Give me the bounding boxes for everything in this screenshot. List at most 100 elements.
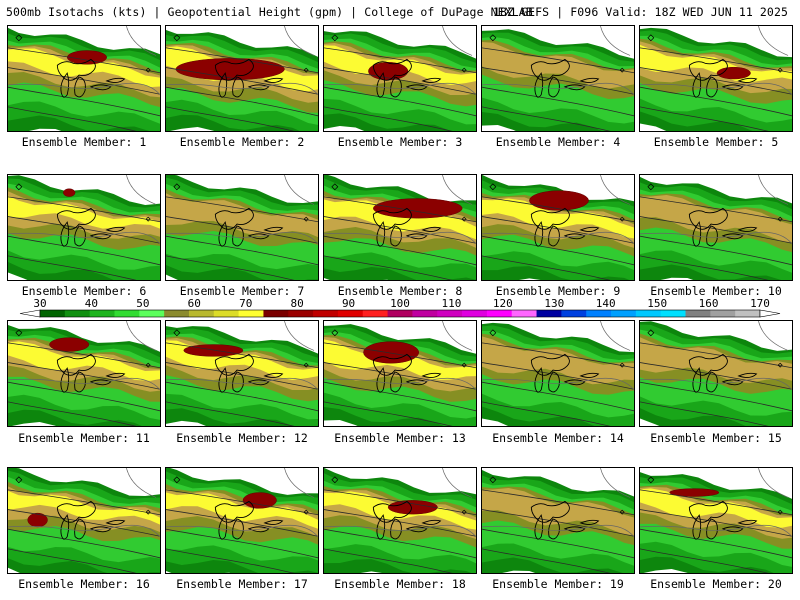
colorbar-tick-label: 110 (441, 297, 462, 310)
isotach-shade (8, 48, 160, 88)
header-title: 500mb Isotachs (kts) | Geopotential Heig… (6, 5, 533, 19)
jet-core (363, 341, 419, 364)
ensemble-panel-10 (639, 174, 793, 281)
height-contour (8, 106, 137, 131)
isotach-map (482, 321, 634, 426)
jet-core (387, 500, 438, 515)
great-lakes-outline (530, 58, 600, 98)
colorbar-swatch (486, 310, 513, 317)
height-contour (640, 255, 769, 280)
colorbar-swatch (387, 310, 413, 317)
coast-detail (331, 34, 467, 73)
great-lakes-outline (56, 58, 126, 98)
height-contour (482, 196, 634, 223)
ensemble-panel-18 (323, 467, 477, 574)
isotach-map (324, 321, 476, 426)
colorbar-swatch (561, 310, 587, 317)
coast-detail (15, 34, 151, 73)
colorbar-swatch (412, 310, 438, 317)
height-contour (8, 401, 137, 426)
height-contour (166, 255, 295, 280)
height-contour (166, 86, 318, 117)
header-valid-time: 18Z GEFS | F096 Valid: 18Z WED JUN 11 20… (493, 5, 788, 19)
isotach-map (166, 175, 318, 280)
colorbar-swatch (313, 310, 339, 317)
isotach-map (482, 468, 634, 573)
colorbar-swatch (40, 310, 66, 317)
colorbar-swatch (735, 310, 761, 317)
height-contour (640, 342, 792, 369)
ensemble-panel-6 (7, 174, 161, 281)
colorbar-swatch (611, 310, 637, 317)
height-contour (640, 401, 769, 426)
great-lakes-outline (56, 207, 126, 247)
political-border (8, 468, 160, 537)
isotach-shade (166, 193, 318, 238)
isotach-map (8, 468, 160, 573)
colorbar-arrow-right (759, 309, 781, 318)
ensemble-panel-3 (323, 25, 477, 132)
great-lakes-outline (688, 353, 758, 393)
colorbar-swatch (139, 310, 165, 317)
height-contour (324, 342, 476, 369)
coast-detail (331, 329, 467, 368)
height-contour (482, 47, 634, 74)
height-contour (8, 548, 137, 573)
colorbar-tick-label: 160 (698, 297, 719, 310)
isotach-map (166, 468, 318, 573)
great-lakes-outline (214, 353, 284, 393)
height-contour (8, 342, 160, 369)
political-border (166, 175, 318, 244)
coast-detail (489, 329, 625, 368)
isotach-map (640, 175, 792, 280)
colorbar (19, 309, 781, 318)
coast-detail (647, 183, 783, 222)
colorbar-tick-label: 60 (187, 297, 201, 310)
isotach-map (482, 26, 634, 131)
coast-detail (331, 183, 467, 222)
panel-label: Ensemble Member: 7 (179, 284, 305, 298)
colorbar-swatch (462, 310, 488, 317)
colorbar-tick-label: 130 (544, 297, 565, 310)
isotach-shade (482, 488, 634, 536)
colorbar-swatch (89, 310, 115, 317)
height-contour (324, 401, 453, 426)
colorbar-swatch (710, 310, 736, 317)
height-contour (640, 548, 769, 573)
isotach-shade (8, 341, 160, 381)
political-border (324, 175, 476, 244)
political-border (482, 468, 634, 537)
coast-detail (489, 34, 625, 73)
height-contour (324, 196, 476, 223)
height-contour (8, 489, 160, 516)
great-lakes-outline (688, 500, 758, 540)
colorbar-swatch (536, 310, 562, 317)
colorbar-tick-label: 120 (492, 297, 513, 310)
colorbar-tick-label: 80 (290, 297, 304, 310)
height-contour (166, 528, 318, 559)
political-border (166, 468, 318, 537)
ensemble-panel-14 (481, 320, 635, 427)
panel-label: Ensemble Member: 8 (337, 284, 463, 298)
political-border (482, 321, 634, 390)
height-contour (640, 196, 792, 223)
panel-label: Ensemble Member: 14 (492, 431, 624, 445)
height-contour (482, 342, 634, 369)
height-contour (482, 401, 611, 426)
ensemble-panel-13 (323, 320, 477, 427)
panel-label: Ensemble Member: 19 (492, 577, 624, 591)
jet-core (183, 344, 244, 357)
height-contour (8, 255, 137, 280)
jet-core (63, 188, 76, 197)
isotach-map (324, 26, 476, 131)
great-lakes-outline (372, 58, 442, 98)
height-contour (8, 47, 160, 74)
height-contour (166, 489, 318, 516)
coast-detail (489, 183, 625, 222)
height-contour (324, 106, 453, 131)
colorbar-tick-label: 90 (341, 297, 356, 310)
colorbar-swatch (288, 310, 314, 317)
isotach-shade (324, 199, 476, 240)
header: 500mb Isotachs (kts) | Geopotential Heig… (6, 5, 796, 21)
height-contour (482, 489, 634, 516)
